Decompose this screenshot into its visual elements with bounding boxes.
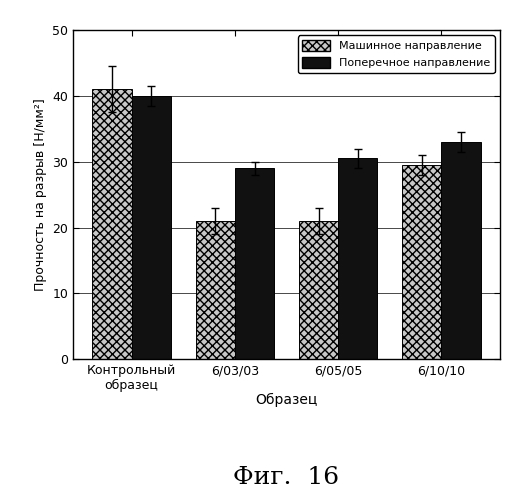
Bar: [402, 165, 441, 359]
Bar: [235, 168, 274, 359]
Text: Образец: Образец: [255, 393, 318, 407]
Bar: [92, 89, 132, 359]
Bar: [196, 221, 235, 359]
Bar: [299, 221, 338, 359]
Text: Фиг.  16: Фиг. 16: [233, 466, 340, 489]
Y-axis label: Прочность на разрыв [Н/мм²]: Прочность на разрыв [Н/мм²]: [33, 98, 46, 291]
Bar: [338, 158, 377, 359]
Legend: Машинное направление, Поперечное направление: Машинное направление, Поперечное направл…: [298, 35, 494, 73]
Bar: [441, 142, 481, 359]
Bar: [132, 96, 171, 359]
